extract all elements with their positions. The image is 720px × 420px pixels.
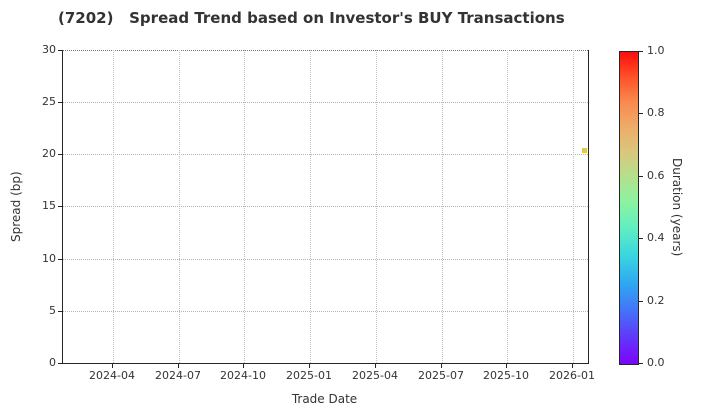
x-tick-mark — [112, 364, 113, 368]
y-tick-mark — [58, 102, 62, 103]
y-tick-mark — [58, 311, 62, 312]
x-tick-mark — [441, 364, 442, 368]
y-tick-label: 15 — [42, 199, 56, 212]
y-tick-mark — [58, 206, 62, 207]
y-tick-label: 0 — [49, 356, 56, 369]
gridline-h-15 — [63, 206, 588, 207]
gridline-h-5 — [63, 311, 588, 312]
gridline-h-25 — [63, 102, 588, 103]
x-tick-mark — [243, 364, 244, 368]
colorbar-tick-mark — [639, 176, 643, 177]
gridline-h-10 — [63, 259, 588, 260]
x-tick-mark — [506, 364, 507, 368]
y-tick-label: 20 — [42, 147, 56, 160]
colorbar-tick-label: 0.0 — [647, 356, 665, 369]
colorbar-axis-label: Duration (years) — [670, 157, 684, 257]
y-tick-label: 30 — [42, 43, 56, 56]
x-tick-mark — [572, 364, 573, 368]
x-tick-label: 2024-10 — [220, 369, 266, 382]
colorbar-tick-label: 0.8 — [647, 106, 665, 119]
x-tick-label: 2025-01 — [286, 369, 332, 382]
x-tick-mark — [178, 364, 179, 368]
gridline-v-2024-07 — [179, 50, 180, 363]
x-tick-label: 2024-07 — [155, 369, 201, 382]
colorbar-tick-label: 0.2 — [647, 294, 665, 307]
scatter-data-point — [582, 148, 587, 153]
gridline-v-2025-07 — [442, 50, 443, 363]
x-tick-label: 2025-04 — [352, 369, 398, 382]
gridline-h-30 — [63, 50, 588, 51]
y-tick-mark — [58, 259, 62, 260]
colorbar-tick-mark — [639, 51, 643, 52]
gridline-v-2026-01 — [573, 50, 574, 363]
gridline-v-2024-10 — [244, 50, 245, 363]
y-tick-label: 25 — [42, 95, 56, 108]
x-tick-label: 2025-10 — [483, 369, 529, 382]
colorbar-tick-mark — [639, 113, 643, 114]
chart-title: (7202) Spread Trend based on Investor's … — [58, 9, 565, 27]
colorbar-gradient — [619, 51, 639, 365]
colorbar-tick-mark — [639, 301, 643, 302]
x-tick-label: 2024-04 — [89, 369, 135, 382]
gridline-v-2025-04 — [376, 50, 377, 363]
gridline-h-20 — [63, 154, 588, 155]
x-tick-label: 2025-07 — [418, 369, 464, 382]
x-tick-label: 2026-01 — [549, 369, 595, 382]
x-tick-mark — [309, 364, 310, 368]
plot-area — [62, 50, 589, 364]
x-tick-mark — [375, 364, 376, 368]
y-tick-mark — [58, 363, 62, 364]
y-tick-mark — [58, 154, 62, 155]
gridline-v-2025-10 — [507, 50, 508, 363]
colorbar-tick-label: 0.4 — [647, 231, 665, 244]
colorbar-tick-label: 1.0 — [647, 44, 665, 57]
x-axis-label: Trade Date — [291, 392, 358, 406]
y-tick-label: 5 — [49, 304, 56, 317]
gridline-v-2024-04 — [113, 50, 114, 363]
colorbar-tick-mark — [639, 363, 643, 364]
colorbar-tick-mark — [639, 238, 643, 239]
colorbar-tick-label: 0.6 — [647, 169, 665, 182]
y-tick-label: 10 — [42, 252, 56, 265]
gridline-v-2025-01 — [310, 50, 311, 363]
y-tick-mark — [58, 50, 62, 51]
